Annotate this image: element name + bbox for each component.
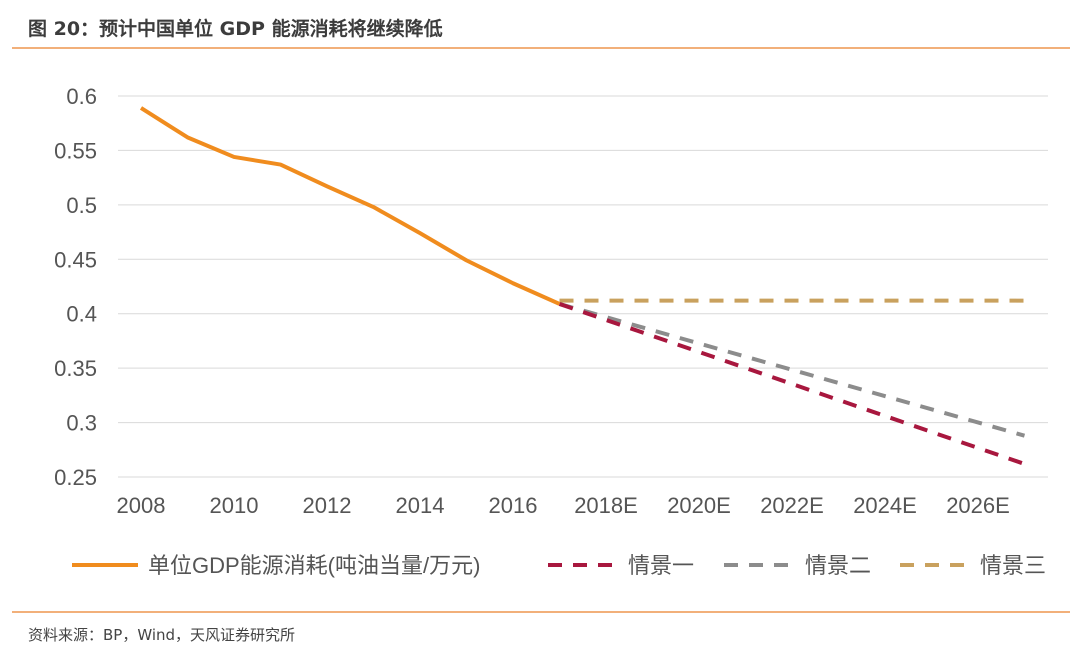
y-tick-label: 0.35 [54, 356, 97, 381]
y-tick-label: 0.25 [54, 465, 97, 490]
x-tick-label: 2016 [489, 493, 538, 518]
figure-title: 图 20：预计中国单位 GDP 能源消耗将继续降低 [28, 18, 443, 40]
y-tick-label: 0.6 [66, 84, 97, 109]
x-tick-label: 2024E [853, 493, 917, 518]
legend-label-1: 情景一 [628, 553, 694, 578]
x-tick-label: 2012 [303, 493, 352, 518]
series-line-1 [558, 302, 1026, 466]
x-tick-label: 2020E [667, 493, 731, 518]
x-tick-label: 2022E [760, 493, 824, 518]
x-tick-label: 2008 [117, 493, 166, 518]
source-divider [12, 611, 1070, 613]
y-tick-label: 0.5 [66, 193, 97, 218]
x-tick-label: 2014 [396, 493, 445, 518]
x-tick-label: 2026E [946, 493, 1010, 518]
legend-label-3: 情景三 [980, 553, 1046, 578]
title-divider [12, 47, 1070, 49]
x-tick-label: 2018E [574, 493, 638, 518]
y-tick-label: 0.45 [54, 247, 97, 272]
legend-label-2: 情景二 [805, 553, 871, 578]
x-tick-label: 2010 [210, 493, 259, 518]
series-line-2 [558, 301, 1026, 438]
source-note: 资料来源：BP，Wind，天风证券研究所 [28, 626, 296, 644]
series-line-0 [139, 106, 561, 306]
y-tick-label: 0.4 [66, 302, 97, 327]
y-tick-label: 0.55 [54, 138, 97, 163]
y-tick-label: 0.3 [66, 411, 97, 436]
legend-label-0: 单位GDP能源消耗(吨油当量/万元) [148, 553, 480, 578]
